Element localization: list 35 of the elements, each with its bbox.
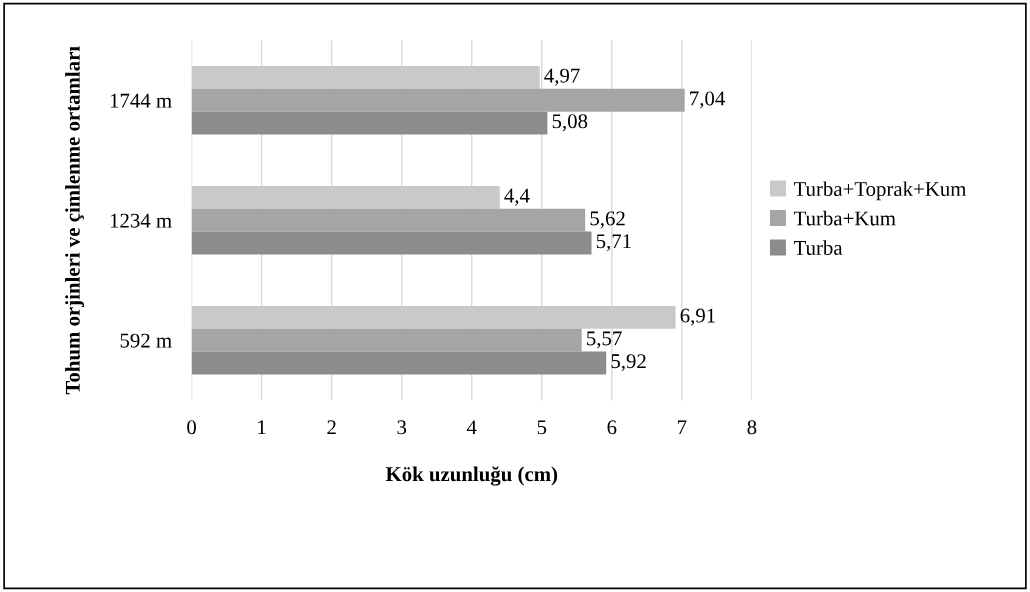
data-label: 5,62: [590, 211, 625, 229]
data-label: 4,4: [504, 188, 530, 206]
bar: [191, 306, 676, 329]
y-tick-label: 592 m: [120, 333, 172, 348]
x-tick-label: 2: [327, 420, 336, 435]
x-tick-label: 4: [466, 420, 477, 435]
data-label: 6,91: [680, 308, 715, 326]
x-tick-label: 3: [397, 420, 407, 435]
data-label: 7,04: [690, 91, 725, 109]
bar: [191, 66, 540, 89]
y-tick-label: 1744 m: [110, 93, 172, 108]
data-label: 5,92: [611, 354, 646, 372]
bar: [191, 88, 685, 112]
data-label: 5,71: [596, 234, 631, 252]
bar: [191, 328, 582, 352]
x-tick-label: 0: [187, 420, 196, 435]
y-axis-title: Tohum orjinleri ve çimlenme ortamları: [65, 46, 85, 395]
x-axis-title: Kök uzunluğu (cm): [385, 466, 558, 486]
bar: [191, 111, 548, 135]
bar: [191, 351, 607, 375]
legend-label: Turba+Toprak+Kum: [793, 181, 967, 201]
data-label: 4,97: [544, 68, 580, 86]
data-label: 5,08: [552, 114, 588, 132]
x-tick-label: 7: [678, 420, 687, 435]
x-tick-label: 8: [747, 420, 757, 435]
x-tick-label: 6: [607, 420, 617, 435]
bar: [191, 208, 586, 232]
legend-label: Turba+Kum: [793, 210, 896, 226]
bar: [191, 186, 500, 209]
legend-label: Turba: [793, 240, 843, 255]
y-tick-label: 1234 m: [110, 213, 172, 228]
x-tick-label: 1: [258, 420, 266, 435]
data-label: 5,57: [587, 331, 622, 349]
x-tick-label: 5: [537, 420, 547, 435]
bar: [191, 231, 592, 255]
